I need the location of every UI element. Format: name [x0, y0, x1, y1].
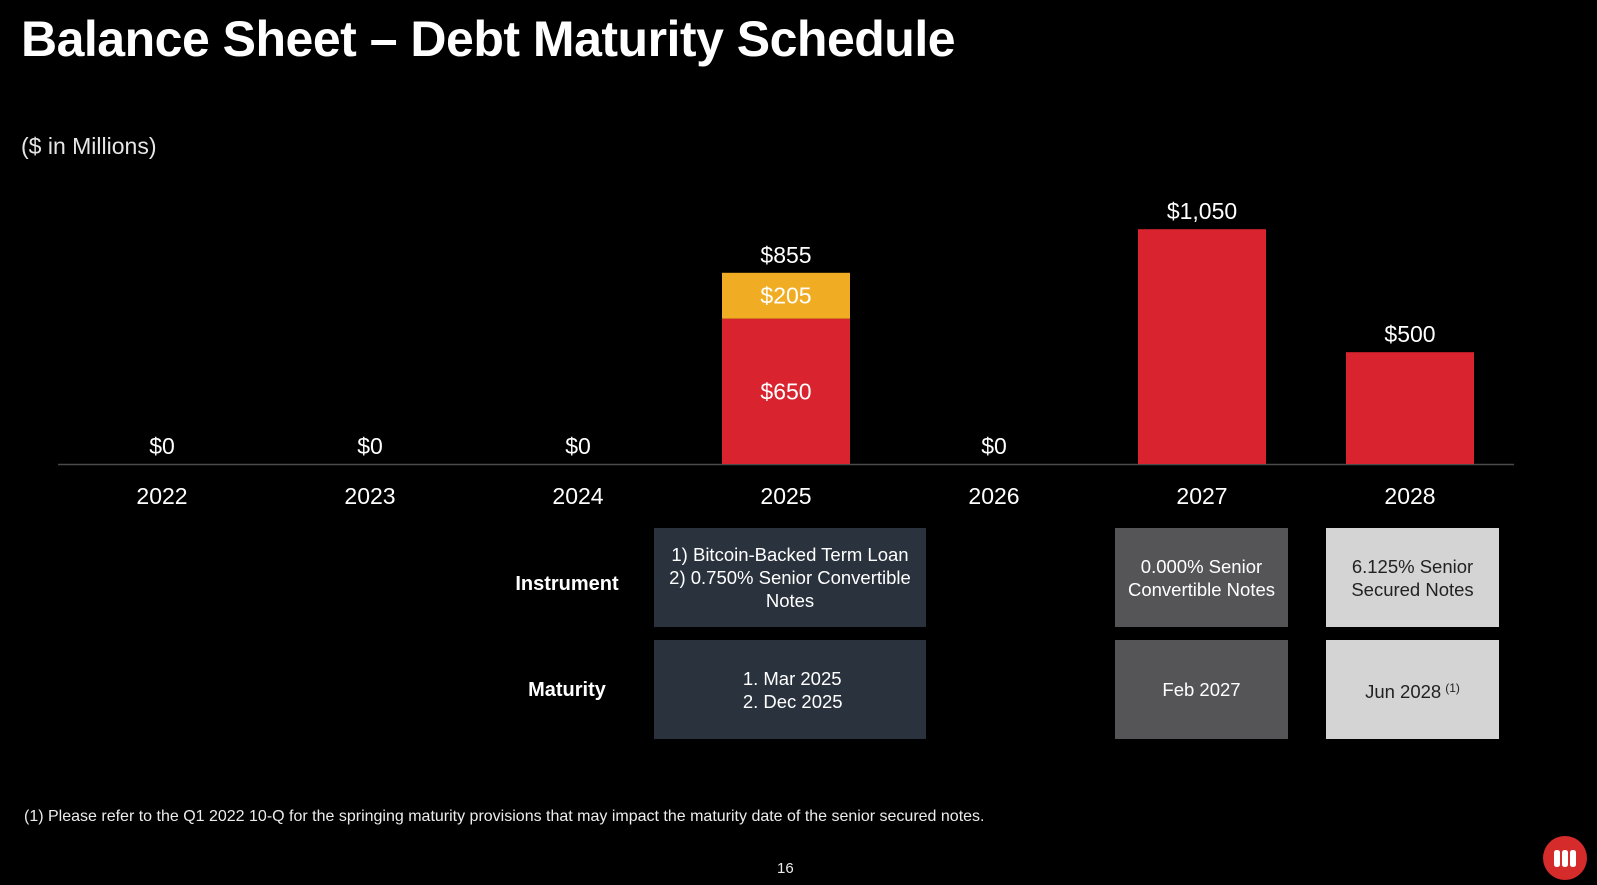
bar-2025-segment-1 [722, 318, 850, 464]
maturity-2028-value: Jun 2028 [1365, 680, 1442, 702]
x-tick-label-2022: 2022 [136, 483, 187, 509]
debt-maturity-chart: $0 2022 $0 2023 $0 2024 $650 $205 $855 2025 $0 2026… [58, 198, 1514, 509]
instrument-2027-box: 0.000% Senior Convertible Notes [1115, 528, 1288, 627]
maturity-2028-footnote-marker: (1) [1445, 680, 1460, 695]
maturity-2025-item-2: Dec 2025 [763, 690, 842, 713]
total-label-2026: $0 [981, 433, 1007, 459]
x-tick-label-2028: 2028 [1384, 483, 1435, 509]
total-label-2028: $500 [1384, 321, 1435, 347]
page-number: 16 [777, 860, 794, 877]
maturity-2025-box: Mar 2025 Dec 2025 [654, 640, 926, 739]
total-label-2024: $0 [565, 433, 591, 459]
instrument-2025-box: 1) Bitcoin-Backed Term Loan 2) 0.750% Se… [654, 528, 926, 627]
maturity-row-label: Maturity [528, 679, 606, 701]
segment-label-2025-2: $205 [760, 283, 811, 309]
company-logo-icon [1543, 836, 1587, 880]
bar-2027-segment-1 [1138, 229, 1266, 464]
x-tick-label-2023: 2023 [344, 483, 395, 509]
maturity-2025-item-1: Mar 2025 [763, 667, 842, 690]
maturity-2027-value: Feb 2027 [1162, 679, 1241, 700]
instrument-2027-line-1: 0.000% Senior [1140, 555, 1263, 577]
x-tick-label-2024: 2024 [552, 483, 603, 509]
total-label-2022: $0 [149, 433, 175, 459]
total-label-2025: $855 [760, 242, 811, 268]
slide-title: Balance Sheet – Debt Maturity Schedule [21, 11, 956, 67]
maturity-2028-box: Jun 2028 (1) [1326, 640, 1499, 739]
total-label-2023: $0 [357, 433, 383, 459]
x-tick-label-2025: 2025 [760, 483, 811, 509]
instrument-2027-line-2: Convertible Notes [1127, 578, 1276, 600]
bar-2028-segment-1 [1346, 352, 1474, 464]
total-label-2027: $1,050 [1167, 198, 1237, 224]
units-subtitle: ($ in Millions) [21, 133, 157, 159]
instrument-row-label: Instrument [515, 573, 619, 595]
x-tick-label-2026: 2026 [968, 483, 1019, 509]
bar-2025-segment-2 [722, 272, 850, 319]
instrument-2025-line-2: 2) 0.750% Senior Convertible [669, 567, 911, 588]
x-tick-label-2027: 2027 [1176, 483, 1227, 509]
instrument-2025-line-1: 1) Bitcoin-Backed Term Loan [671, 544, 909, 565]
instrument-2028-box: 6.125% Senior Secured Notes [1326, 528, 1499, 627]
segment-label-2025-1: $650 [760, 378, 811, 404]
instrument-2028-line-1: 6.125% Senior [1351, 555, 1474, 577]
footnote: (1) Please refer to the Q1 2022 10-Q for… [24, 808, 985, 825]
instrument-2025-line-3: Notes [765, 590, 815, 611]
maturity-2027-box: Feb 2027 [1115, 640, 1288, 739]
instrument-2028-line-2: Secured Notes [1351, 578, 1474, 600]
